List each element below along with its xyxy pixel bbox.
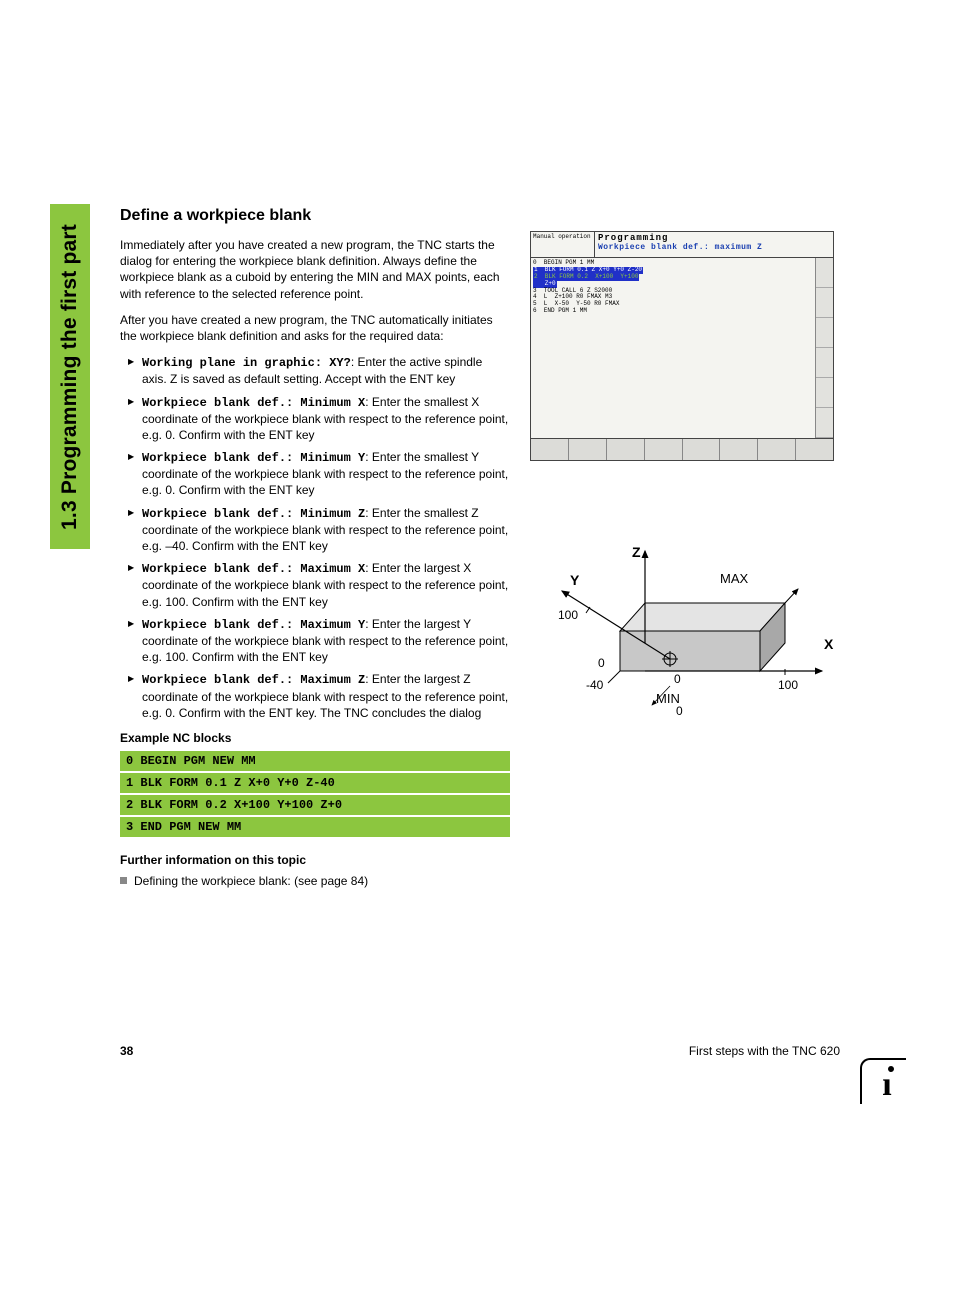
coordinate-diagram: Z Y X: [530, 531, 834, 731]
list-item: Workpiece blank def.: Minimum X: Enter t…: [132, 394, 510, 444]
list-term: Workpiece blank def.: Minimum Y: [142, 451, 365, 465]
screenshot-softkey-row: [531, 438, 833, 460]
side-tab: 1.3 Programming the first part: [50, 204, 90, 549]
page-number: 38: [120, 1044, 133, 1058]
axis-y-label: Y: [570, 572, 580, 588]
list-item: Working plane in graphic: XY?: Enter the…: [132, 354, 510, 387]
z-tick-0: 0: [598, 656, 605, 670]
figure-column: Manual operation Programming Workpiece b…: [530, 231, 840, 731]
list-item: Workpiece blank def.: Maximum Y: Enter t…: [132, 616, 510, 666]
further-item: Defining the workpiece blank: (see page …: [120, 873, 510, 889]
screenshot-mode-left: Manual operation: [531, 232, 595, 258]
screenshot-title: Programming: [598, 233, 830, 243]
tnc-screenshot: Manual operation Programming Workpiece b…: [530, 231, 834, 461]
screenshot-code: 0 BEGIN PGM 1 MM 1 BLK FORM 0.1 Z X+0 Y+…: [533, 260, 823, 315]
label-max: MAX: [720, 571, 749, 586]
side-tab-label: 1.3 Programming the first part: [58, 224, 82, 530]
y-tick-100: 100: [558, 608, 578, 622]
intro-paragraph-2: After you have created a new program, th…: [120, 312, 510, 344]
list-term: Working plane in graphic: XY?: [142, 356, 351, 370]
example-heading: Example NC blocks: [120, 731, 510, 745]
list-term: Workpiece blank def.: Minimum Z: [142, 507, 365, 521]
list-item: Workpiece blank def.: Maximum X: Enter t…: [132, 560, 510, 610]
info-icon: ı: [860, 1058, 906, 1104]
screenshot-sidebar: [815, 258, 833, 438]
footer-right-text: First steps with the TNC 620: [689, 1044, 840, 1058]
nc-block-row: 3 END PGM NEW MM: [120, 816, 510, 838]
footer: 38 First steps with the TNC 620: [120, 1044, 840, 1058]
list-item: Workpiece blank def.: Minimum Z: Enter t…: [132, 505, 510, 555]
list-term: Workpiece blank def.: Maximum Y: [142, 618, 365, 632]
origin-0b: 0: [676, 704, 683, 718]
origin-0a: 0: [674, 672, 681, 686]
nc-block-row: 0 BEGIN PGM NEW MM: [120, 751, 510, 772]
list-item: Workpiece blank def.: Maximum Z: Enter t…: [132, 671, 510, 721]
z-tick-neg40: -40: [586, 678, 604, 692]
further-heading: Further information on this topic: [120, 853, 510, 867]
screenshot-subtitle: Workpiece blank def.: maximum Z: [598, 243, 830, 252]
intro-paragraph-1: Immediately after you have created a new…: [120, 237, 510, 302]
further-list: Defining the workpiece blank: (see page …: [120, 873, 510, 889]
nc-block-row: 2 BLK FORM 0.2 X+100 Y+100 Z+0: [120, 794, 510, 816]
definition-list: Working plane in graphic: XY?: Enter the…: [120, 354, 510, 721]
list-term: Workpiece blank def.: Maximum X: [142, 562, 365, 576]
heading: Define a workpiece blank: [120, 207, 510, 225]
axis-z-label: Z: [632, 544, 641, 560]
list-term: Workpiece blank def.: Minimum X: [142, 396, 365, 410]
axis-x-label: X: [824, 636, 834, 652]
list-item: Workpiece blank def.: Minimum Y: Enter t…: [132, 449, 510, 499]
nc-block-row: 1 BLK FORM 0.1 Z X+0 Y+0 Z-40: [120, 772, 510, 794]
x-tick-100: 100: [778, 678, 798, 692]
list-term: Workpiece blank def.: Maximum Z: [142, 673, 365, 687]
nc-block-table: 0 BEGIN PGM NEW MM 1 BLK FORM 0.1 Z X+0 …: [120, 751, 510, 839]
main-text-column: Define a workpiece blank Immediately aft…: [120, 207, 510, 889]
